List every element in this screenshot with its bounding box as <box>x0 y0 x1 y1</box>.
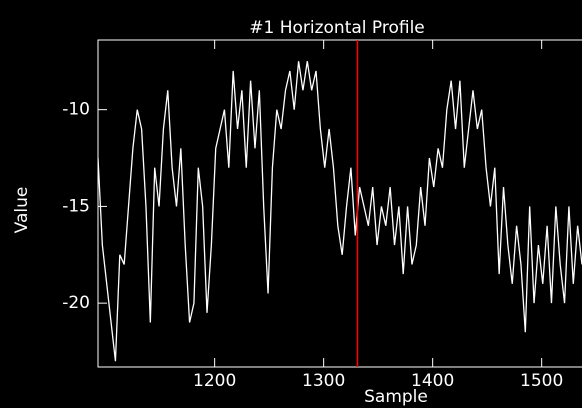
plot-frame <box>97 39 582 368</box>
profile-line <box>98 61 582 362</box>
x-tick-label: 1400 <box>411 371 454 391</box>
x-tick-label: 1500 <box>520 371 563 391</box>
y-axis-label: Value <box>12 187 32 234</box>
y-tick-label: -20 <box>62 293 90 313</box>
y-tick-label: -10 <box>62 100 90 120</box>
chart-title: #1 Horizontal Profile <box>249 18 425 38</box>
y-tick-label: -15 <box>62 196 90 216</box>
x-tick-label: 1300 <box>302 371 345 391</box>
x-axis-label: Sample <box>364 387 428 407</box>
x-tick-label: 1200 <box>193 371 236 391</box>
